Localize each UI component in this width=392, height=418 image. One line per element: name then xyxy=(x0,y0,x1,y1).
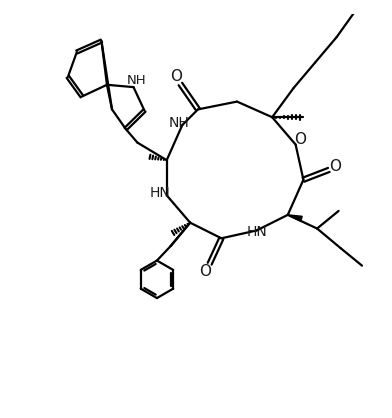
Text: O: O xyxy=(199,264,211,279)
Text: NH: NH xyxy=(127,74,147,87)
Text: HN: HN xyxy=(149,186,170,200)
Text: O: O xyxy=(329,159,341,174)
Text: NH: NH xyxy=(169,116,190,130)
Text: O: O xyxy=(170,69,181,84)
Text: HN: HN xyxy=(246,225,267,240)
Text: O: O xyxy=(294,133,306,148)
Polygon shape xyxy=(288,215,302,221)
